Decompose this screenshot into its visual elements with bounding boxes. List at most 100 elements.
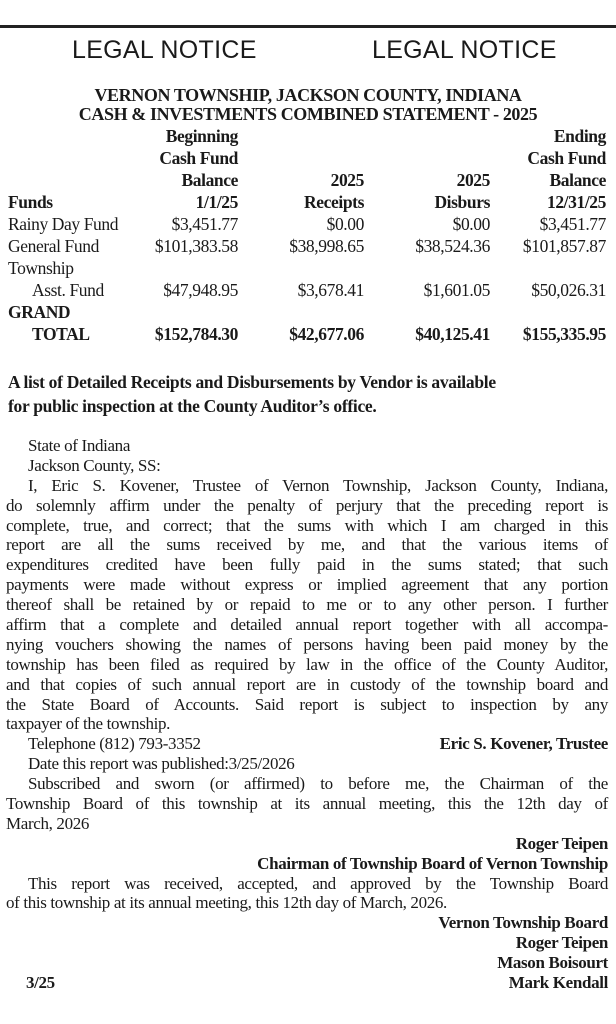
- paragraph-line: report are all the sums received by me, …: [6, 535, 608, 555]
- amount-cell: Ending: [553, 126, 606, 146]
- amount-cell: [138, 257, 238, 279]
- amount-cell: Disburs: [434, 192, 490, 212]
- amount-cell: $3,678.41: [297, 280, 365, 300]
- chair-title: Chairman of Township Board of Vernon Tow…: [257, 853, 608, 873]
- board-name: Vernon Township Board: [438, 913, 608, 933]
- fund-cell: [8, 147, 138, 169]
- paragraph-line: affirm that a complete and detailed annu…: [6, 615, 608, 635]
- availability-line: A list of Detailed Receipts and Disburse…: [8, 372, 496, 392]
- paragraph-line: the State Board of Accounts. Said report…: [6, 694, 608, 714]
- paragraph-line: Township Board of this township at its a…: [6, 794, 608, 814]
- amount-cell: [138, 301, 238, 323]
- fund-cell: Rainy Day Fund: [8, 214, 119, 234]
- amount-cell: $101,383.58: [154, 236, 239, 256]
- statement-title-1: VERNON TOWNSHIP, JACKSON COUNTY, INDIANA: [94, 85, 522, 105]
- telephone: Telephone (812) 793-3352: [28, 734, 201, 754]
- top-rule: [0, 25, 616, 28]
- amount-cell: Receipts: [304, 192, 364, 212]
- footer-row: 3/25 Mark Kendall: [6, 973, 608, 993]
- total-row: TOTAL $152,784.30 $42,677.06 $40,125.41 $155…: [8, 323, 606, 345]
- legal-notice-heading-left: LEGAL NOTICE: [72, 36, 257, 64]
- cash-statement-table: Beginning Ending Cash Fund Cash Fund Balance…: [8, 125, 606, 345]
- statement-title-2: CASH & INVESTMENTS COMBINED STATEMENT - …: [78, 104, 538, 124]
- board-member: Mason Boisourt: [497, 953, 608, 973]
- amount-cell: [490, 257, 606, 279]
- trustee-signature: Eric S. Kovener, Trustee: [439, 734, 609, 754]
- amount-cell: $47,948.95: [163, 280, 238, 300]
- amount-cell: 2025: [330, 170, 365, 190]
- amount-cell: $3,451.77: [171, 214, 239, 234]
- fund-cell: TOTAL: [32, 324, 90, 344]
- subscribed-paragraph: Subscribed and sworn (or affirmed) to be…: [6, 774, 608, 834]
- table-row: General Fund $101,383.58 $38,998.65 $38,524…: [8, 235, 606, 257]
- header-row: Funds 1/1/25 Receipts Disburs 12/31/25: [8, 191, 606, 213]
- amount-cell: Beginning: [165, 126, 239, 146]
- amount-cell: $42,677.06: [289, 324, 364, 344]
- table-row: Asst. Fund $47,948.95 $3,678.41 $1,601.05 $5…: [8, 279, 606, 301]
- affirmation-paragraph: I, Eric S. Kovener, Trustee of Vernon To…: [6, 476, 608, 735]
- amount-cell: [364, 301, 490, 323]
- amount-cell: $40,125.41: [415, 324, 490, 344]
- paragraph-line: This report was received, accepted, and …: [28, 873, 608, 893]
- affidavit: State of Indiana Jackson County, SS: I, …: [6, 436, 608, 993]
- legal-notice-heading-right: LEGAL NOTICE: [372, 36, 557, 64]
- amount-cell: $152,784.30: [154, 324, 239, 344]
- amount-cell: [238, 125, 364, 147]
- amount-cell: $101,857.87: [522, 236, 607, 256]
- paragraph-line: thereof shall be retained by or repaid t…: [6, 595, 608, 615]
- amount-cell: [238, 257, 364, 279]
- fund-cell: Township: [8, 258, 74, 278]
- amount-cell: [364, 257, 490, 279]
- amount-cell: Balance: [549, 170, 606, 190]
- amount-cell: [364, 125, 490, 147]
- amount-cell: Cash Fund: [527, 148, 606, 168]
- availability-line: for public inspection at the County Audi…: [8, 396, 377, 416]
- amount-cell: $3,451.77: [539, 214, 607, 234]
- header-row: Beginning Ending: [8, 125, 607, 147]
- fund-cell: [8, 125, 138, 147]
- fund-cell: [8, 169, 138, 191]
- amount-cell: 12/31/25: [546, 192, 606, 212]
- paragraph-line: complete, true, and correct; that the su…: [6, 515, 608, 535]
- published-date: Date this report was published:3/25/2026: [28, 754, 295, 774]
- vendor-availability-notice: A list of Detailed Receipts and Disburse…: [8, 370, 608, 418]
- amount-cell: $38,524.36: [415, 236, 490, 256]
- amount-cell: [238, 147, 364, 169]
- county-line: Jackson County, SS:: [28, 455, 161, 475]
- amount-cell: 2025: [456, 170, 491, 190]
- chair-name: Roger Teipen: [515, 833, 609, 853]
- approval-paragraph: This report was received, accepted, and …: [6, 874, 608, 914]
- paragraph-line: and that copies of such annual report ar…: [6, 674, 608, 694]
- paragraph-line: expenditures credited have been fully pa…: [6, 555, 608, 575]
- paragraph-line: do solemnly affirm under the penalty of …: [6, 495, 608, 515]
- amount-cell: [490, 301, 606, 323]
- header-row: Balance 2025 2025 Balance: [8, 169, 606, 191]
- paragraph-line: nying vouchers showing the names of pers…: [6, 634, 608, 654]
- telephone-signature-row: Telephone (812) 793-3352 Eric S. Kovener…: [6, 734, 608, 754]
- amount-cell: [238, 301, 364, 323]
- total-row: GRAND: [8, 301, 606, 323]
- board-member: Roger Teipen: [515, 933, 609, 953]
- table-row: Township: [8, 257, 606, 279]
- amount-cell: $0.00: [326, 214, 365, 234]
- amount-cell: Balance: [181, 170, 238, 190]
- state-line: State of Indiana: [28, 436, 131, 455]
- board-member: Mark Kendall: [508, 973, 609, 993]
- paragraph-line: payments were made without express or im…: [6, 575, 608, 595]
- paragraph-line: township has been filed as required by l…: [6, 654, 608, 674]
- fund-cell: Funds: [8, 192, 53, 212]
- paragraph-line: I, Eric S. Kovener, Trustee of Vernon To…: [28, 475, 608, 495]
- amount-cell: Cash Fund: [159, 148, 238, 168]
- header-row: Cash Fund Cash Fund: [8, 147, 606, 169]
- amount-cell: $50,026.31: [531, 280, 606, 300]
- amount-cell: 1/1/25: [195, 192, 239, 212]
- amount-cell: $0.00: [452, 214, 491, 234]
- amount-cell: $1,601.05: [423, 280, 491, 300]
- amount-cell: $155,335.95: [522, 324, 607, 344]
- run-date: 3/25: [26, 973, 55, 993]
- paragraph-line: Subscribed and sworn (or affirmed) to be…: [28, 774, 608, 794]
- fund-cell: GRAND: [8, 302, 71, 322]
- paragraph-line: March, 2026: [6, 813, 90, 833]
- fund-cell: Asst. Fund: [32, 280, 104, 300]
- paragraph-line: taxpayer of the township.: [6, 714, 171, 734]
